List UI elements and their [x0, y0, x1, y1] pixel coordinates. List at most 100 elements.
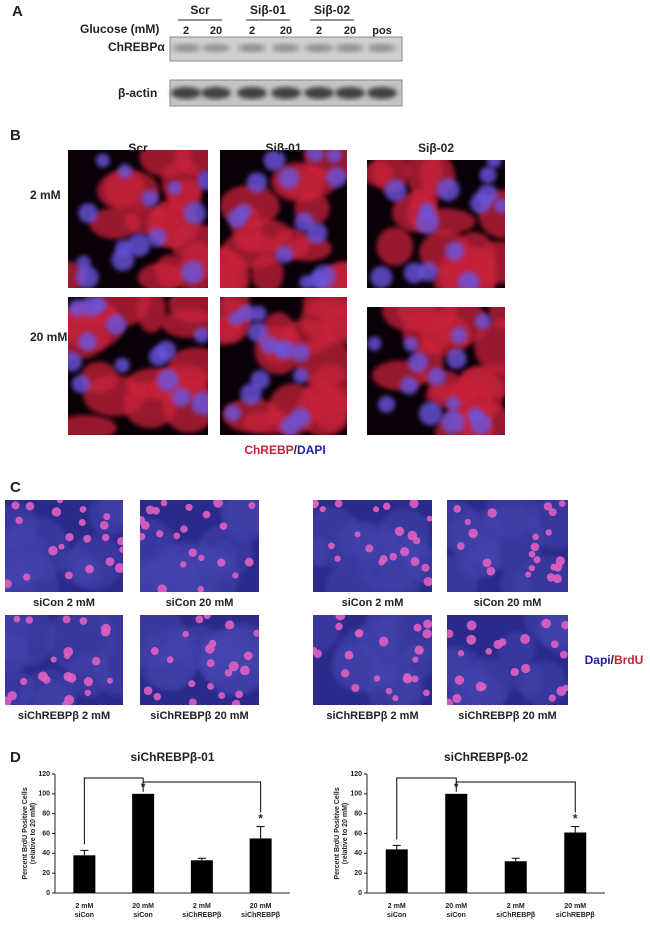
nucleus — [441, 410, 465, 434]
label: siCon 2 mM — [33, 597, 95, 609]
micrograph-inner — [5, 500, 123, 592]
nucleus — [195, 615, 204, 624]
nucleus — [328, 542, 335, 550]
nucleus — [383, 502, 391, 510]
label: siChREBPβ-01 — [130, 750, 214, 764]
bar — [564, 832, 587, 893]
label: 120 — [350, 771, 362, 778]
nucleus — [5, 579, 12, 589]
nucleus — [244, 557, 254, 567]
nucleus — [207, 683, 214, 690]
nucleus — [407, 352, 429, 373]
label: 2 — [183, 25, 189, 37]
nucleus — [370, 266, 393, 288]
nucleus — [143, 686, 153, 696]
nucleus — [243, 651, 253, 661]
nucleus — [191, 391, 208, 416]
nucleus — [225, 620, 235, 630]
label: 0 — [46, 890, 50, 897]
haze — [5, 615, 56, 668]
nucleus — [411, 675, 419, 683]
label: 40 — [42, 850, 50, 857]
nucleus — [250, 305, 267, 322]
label: 2 mM — [193, 903, 211, 910]
nucleus — [410, 557, 420, 567]
micrograph-inner — [313, 500, 432, 592]
label: A — [12, 3, 23, 20]
nucleus — [275, 245, 294, 264]
caption-part: / — [294, 443, 298, 457]
nucleus — [326, 150, 342, 163]
band — [304, 87, 334, 99]
nucleus — [156, 530, 164, 538]
nucleus — [247, 322, 268, 343]
nucleus — [250, 369, 271, 390]
label: 20 — [210, 25, 222, 37]
cell — [171, 223, 208, 267]
micrograph-inner — [313, 615, 432, 705]
nucleus — [81, 297, 103, 317]
nucleus — [206, 659, 215, 668]
nucleus — [378, 636, 389, 647]
nucleus — [140, 515, 146, 525]
label: Siβ-01 — [265, 141, 301, 155]
label: 120 — [38, 771, 50, 778]
nucleus — [246, 172, 268, 193]
label: 20 mM — [250, 903, 272, 910]
nucleus — [426, 515, 432, 522]
haze — [513, 555, 568, 592]
nucleus — [197, 586, 205, 592]
nucleus — [180, 561, 187, 568]
nucleus — [181, 260, 205, 284]
nucleus — [528, 564, 536, 572]
micrograph-inner — [68, 297, 208, 435]
label: 2 mM — [388, 903, 406, 910]
nucleus — [38, 671, 48, 682]
nucleus — [561, 620, 568, 630]
nucleus — [418, 261, 438, 282]
nucleus — [278, 167, 300, 189]
label: 20 mM — [564, 903, 586, 910]
nucleus — [464, 518, 471, 526]
label: 20 mM — [445, 903, 467, 910]
nucleus — [466, 620, 477, 631]
bar — [445, 793, 468, 893]
nucleus — [414, 645, 424, 655]
micrograph — [220, 297, 347, 435]
label: siChREBPβ 20 mM — [458, 710, 556, 722]
nucleus — [117, 537, 123, 546]
bar — [504, 861, 527, 893]
nucleus — [427, 367, 446, 386]
band — [305, 44, 333, 52]
haze — [512, 665, 543, 696]
haze — [313, 615, 342, 653]
micrograph — [5, 500, 123, 592]
haze — [333, 626, 401, 694]
nucleus — [367, 336, 382, 351]
label: siCon 20 mM — [474, 597, 542, 609]
nucleus — [182, 630, 189, 638]
nucleus — [412, 537, 421, 545]
nucleus — [224, 669, 233, 677]
cell — [405, 160, 443, 199]
bar — [385, 849, 408, 893]
micrograph-inner — [220, 150, 347, 288]
label: C — [10, 479, 21, 496]
nucleus — [64, 653, 71, 660]
nucleus — [114, 563, 123, 573]
micrograph — [313, 500, 432, 592]
nucleus — [541, 618, 551, 629]
label: siChREBPβ — [496, 912, 536, 919]
nucleus — [299, 275, 314, 288]
micrograph — [68, 150, 208, 288]
cell — [167, 347, 208, 385]
haze — [325, 560, 383, 592]
micrograph — [447, 615, 568, 705]
micrograph — [367, 160, 505, 288]
label: 20 mM — [30, 330, 67, 344]
caption-part: ChREBP — [244, 443, 293, 457]
nucleus — [493, 639, 503, 650]
nucleus — [306, 150, 324, 163]
nucleus — [479, 166, 497, 184]
label: siChREBPβ 2 mM — [18, 710, 110, 722]
